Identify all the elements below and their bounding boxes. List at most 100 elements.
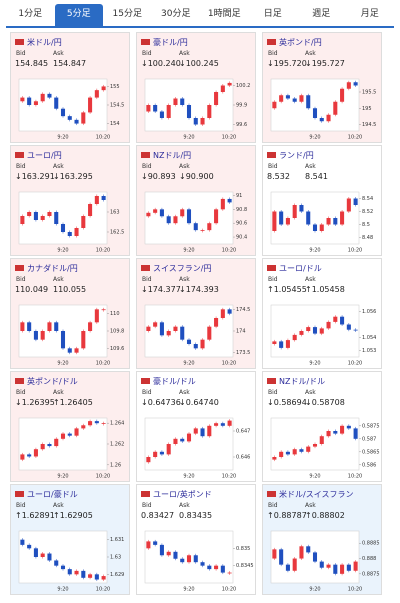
candle: [159, 544, 164, 556]
rate-card[interactable]: 英ポンド/ドル Bid Ask ↓1.26395 ↑1.26405 1.264 1.262 1…: [10, 371, 130, 482]
candle: [319, 224, 324, 231]
bid-value: ↓100.240: [141, 59, 181, 68]
plot-frame: [270, 78, 360, 132]
x-tick-label: 10:20: [348, 587, 362, 593]
pair-name: ユーロ/ドル: [279, 264, 322, 273]
ask-value: 110.055: [53, 285, 87, 294]
ask-value: ↓100.245: [179, 59, 219, 68]
candle: [180, 98, 185, 105]
bid-label: Bid: [268, 163, 278, 170]
rate-card[interactable]: ユーロ/円 Bid Ask ↓163.291 ↓163.295 163 162.5 9:20 1…: [10, 145, 130, 256]
candle: [299, 331, 304, 335]
bid-label: Bid: [16, 389, 26, 396]
candle: [33, 101, 38, 105]
candle: [146, 457, 151, 463]
y-tick-label: 1.262: [110, 442, 124, 448]
candle: [340, 425, 345, 434]
candle: [40, 444, 45, 450]
plot-frame: [270, 417, 360, 471]
candle: [207, 565, 212, 570]
pair-name: 豪ドル/円: [153, 38, 188, 47]
candle: [74, 348, 79, 353]
candle: [173, 216, 178, 224]
candle: [299, 449, 304, 452]
candle: [186, 433, 192, 442]
candle: [88, 97, 93, 113]
bid-value: ↓0.64736: [141, 398, 181, 407]
candle: [159, 451, 164, 455]
candle: [306, 546, 311, 553]
candle: [101, 196, 106, 200]
rate-card[interactable]: ランド/円 Bid Ask 8.532 8.541 8.54 8.52 8.5 8.48 9:20…: [262, 145, 382, 256]
rate-card[interactable]: NZドル/ドル Bid Ask ↓0.58694 ↓0.58708 0.5875 0.587…: [262, 371, 382, 482]
rate-card[interactable]: 英ポンド/円 Bid Ask ↓195.720 ↓195.727 195.5 195 194.…: [262, 32, 382, 143]
candle: [340, 88, 345, 102]
candle: [272, 341, 277, 344]
bid-value: 154.845: [15, 59, 49, 68]
x-tick-label: 9:20: [183, 135, 194, 141]
candle: [153, 209, 158, 213]
rate-card[interactable]: 豪ドル/ドル Bid Ask ↓0.64736 ↓0.64740 0.647 0.646 9:…: [136, 371, 256, 482]
candle: [227, 572, 232, 574]
candle: [292, 205, 297, 218]
y-tick-label: 194.5: [362, 122, 376, 128]
y-tick-label: 162.5: [110, 230, 124, 236]
flag: [267, 378, 276, 384]
tab[interactable]: 週足: [312, 9, 331, 19]
y-tick-label: 109.8: [110, 329, 124, 335]
candle: [180, 326, 185, 340]
candle: [312, 108, 318, 118]
candle: [94, 90, 99, 98]
rate-card[interactable]: ユーロ/英ポンド Bid Ask 0.83427 0.83435 0.835 0.8345 9…: [136, 484, 256, 595]
tab[interactable]: 日足: [263, 9, 282, 19]
candle: [227, 82, 232, 86]
y-tick-label: 99.9: [236, 103, 247, 109]
x-tick-label: 9:20: [183, 248, 194, 254]
mini-chart: 174.5 174 173.5 9:20 10:20: [144, 304, 250, 367]
ask-label: Ask: [53, 163, 64, 170]
candle: [166, 105, 171, 118]
tab[interactable]: 5分足: [54, 4, 103, 26]
tab[interactable]: 月足: [360, 9, 379, 19]
x-tick-label: 10:20: [222, 361, 236, 367]
rate-card[interactable]: ユーロ/ドル Bid Ask ↑1.05455 ↑1.05458 1.056 1.054 1.…: [262, 258, 382, 369]
y-tick-label: 1.26: [110, 462, 121, 468]
candle: [326, 218, 331, 225]
ask-value: 0.83435: [179, 511, 213, 520]
candle: [272, 211, 277, 231]
candle: [306, 446, 311, 452]
candle: [279, 341, 284, 348]
y-tick-label: 1.629: [110, 572, 124, 578]
rate-card[interactable]: スイスフラン/円 Bid Ask ↓174.377 ↓174.393 174.5 174 17…: [136, 258, 256, 369]
bid-value: ↑0.88787: [267, 511, 307, 520]
candle: [326, 114, 331, 122]
ask-value: ↓90.900: [179, 172, 214, 181]
tab[interactable]: 1分足: [18, 9, 43, 19]
candle: [186, 105, 192, 118]
y-tick-label: 0.8885: [362, 541, 380, 547]
candle: [319, 436, 324, 444]
rate-card[interactable]: 豪ドル/円 Bid Ask ↓100.240 ↓100.245 100.2 99.9 99.6…: [136, 32, 256, 143]
candle: [67, 232, 72, 236]
x-tick-label: 10:20: [96, 248, 110, 254]
tab[interactable]: 1時間足: [207, 9, 241, 19]
rate-card[interactable]: NZドル/円 Bid Ask ↓90.893 ↓90.900 91 90.8 90.6 90.4…: [136, 145, 256, 256]
y-tick-label: 8.48: [362, 235, 373, 241]
candle: [67, 116, 72, 120]
y-tick-label: 110: [110, 311, 120, 317]
candle: [220, 198, 225, 210]
tab[interactable]: 30分足: [161, 9, 191, 19]
x-tick-label: 9:20: [57, 361, 68, 367]
candle: [54, 322, 59, 331]
flag: [267, 491, 276, 497]
candle: [81, 331, 86, 349]
x-tick-label: 9:20: [57, 587, 68, 593]
pair-name: NZドル/円: [153, 151, 192, 160]
rate-card[interactable]: 米ドル/円 Bid Ask 154.845 154.847 155 154.5 154 9:20…: [10, 32, 130, 143]
tab[interactable]: 15分足: [112, 9, 142, 19]
rate-card[interactable]: ユーロ/豪ドル Bid Ask ↑1.62891 ↑1.62905 1.631 1.63 1.…: [10, 484, 130, 595]
rate-card[interactable]: 米ドル/スイスフラン Bid Ask ↑0.88787 ↑0.88802 0.8885 0.…: [262, 484, 382, 595]
candle: [146, 212, 151, 217]
rate-card[interactable]: カナダドル/円 Bid Ask 110.049 110.055 110 109.8 109.6…: [10, 258, 130, 369]
bid-label: Bid: [142, 163, 152, 170]
